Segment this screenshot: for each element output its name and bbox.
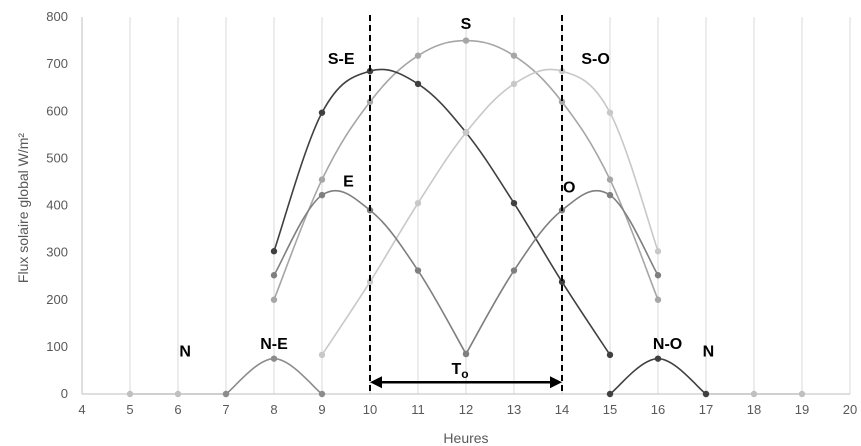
data-point-o: [462, 350, 470, 358]
vertical-gridlines: [81, 17, 851, 394]
data-point-s-e: [606, 351, 614, 359]
series-n-e: [222, 355, 326, 398]
y-tick-label: 0: [61, 386, 68, 401]
data-point-n-o: [702, 390, 710, 398]
x-tick-label: 5: [126, 402, 133, 417]
series-n: [126, 390, 806, 398]
x-tick-label: 11: [411, 402, 425, 417]
data-point-e: [270, 272, 278, 279]
x-tick-label: 13: [507, 402, 521, 417]
data-point-e: [414, 267, 422, 274]
data-point-n-e: [222, 390, 230, 398]
curve-label-s: S: [461, 16, 472, 33]
curve-label-n-o: N-O: [653, 336, 682, 353]
curve-label-n-e: N-E: [260, 336, 288, 353]
curve-label-n: N: [179, 343, 191, 360]
data-point-s-o: [318, 351, 326, 359]
data-point-s: [366, 98, 374, 106]
curve-label-e: E: [343, 174, 354, 191]
data-point-s: [654, 296, 662, 303]
data-point-n: [174, 390, 182, 398]
y-tick-label: 400: [46, 198, 68, 213]
data-point-s-e: [318, 109, 326, 116]
x-tick-label: 17: [699, 402, 713, 417]
data-point-s: [462, 37, 470, 44]
curve-label-s-e: S-E: [328, 51, 355, 68]
series-n-o: [606, 355, 710, 398]
data-point-e: [318, 191, 326, 199]
data-point-s-o: [606, 109, 614, 116]
data-point-n: [798, 390, 806, 398]
data-point-s-e: [510, 199, 518, 207]
data-point-n: [750, 390, 758, 398]
data-point-n: [126, 390, 134, 398]
data-point-s-e: [414, 80, 422, 88]
x-tick-label: 9: [318, 402, 325, 417]
data-point-n-o: [606, 390, 614, 398]
y-tick-label: 200: [46, 292, 68, 307]
x-tick-label: 20: [843, 402, 857, 417]
data-point-n-o: [654, 355, 662, 362]
data-point-s-o: [462, 129, 470, 136]
x-tick-label: 8: [270, 402, 277, 417]
curve-labels: S S-E S-O E O N N-E N-O N: [179, 16, 714, 361]
data-point-s: [270, 296, 278, 303]
x-tick-label: 15: [603, 402, 617, 417]
data-point-o: [606, 191, 614, 199]
curve-label-s-o: S-O: [581, 51, 609, 68]
x-tick-label: 12: [459, 402, 473, 417]
data-point-s: [558, 98, 566, 106]
x-tick-label: 16: [651, 402, 665, 417]
data-point-s: [606, 176, 614, 183]
x-tick-label: 6: [174, 402, 181, 417]
data-point-n-e: [270, 355, 278, 362]
y-tick-label: 800: [46, 9, 68, 24]
x-tick-label: 4: [78, 402, 85, 417]
x-tick-label: 18: [747, 402, 761, 417]
x-tick-label: 14: [555, 402, 569, 417]
x-tick-label: 10: [363, 402, 377, 417]
period-label: To: [451, 361, 468, 381]
series-s: [270, 37, 662, 303]
data-point-s: [318, 176, 326, 183]
y-tick-label: 300: [46, 245, 68, 260]
data-point-s: [510, 52, 518, 59]
arrow-head-right-icon: [550, 376, 562, 389]
data-point-o: [510, 267, 518, 274]
data-point-s-e: [558, 278, 566, 286]
data-point-o: [654, 272, 662, 279]
data-point-n-e: [318, 390, 326, 398]
y-tick-label: 700: [46, 56, 68, 71]
data-point-s-o: [558, 67, 566, 75]
data-point-s-o: [366, 278, 374, 286]
x-tick-label: 7: [222, 402, 229, 417]
data-point-s-o: [510, 80, 518, 88]
data-point-s-o: [654, 248, 662, 255]
curve-label-o: O: [563, 179, 575, 196]
curve-label-n: N: [703, 343, 715, 360]
x-axis-label: Heures: [443, 430, 488, 446]
reference-lines: To: [369, 15, 563, 394]
y-axis-label: Flux solaire global W/m²: [15, 133, 31, 283]
y-tick-label: 100: [46, 339, 68, 354]
y-tick-labels: 0 100 200 300 400 500 600 700 800: [46, 9, 68, 401]
x-tick-labels: 4 5 6 7 8 9 10 11 12 13 14 15 16 17 18 19 20: [78, 402, 857, 417]
data-point-s-o: [414, 199, 422, 207]
series-s-o: [318, 67, 662, 359]
x-tick-label: 19: [795, 402, 809, 417]
data-point-s-e: [270, 248, 278, 255]
data-point-s-e: [366, 67, 374, 75]
arrow-head-left-icon: [370, 376, 382, 389]
data-point-s: [414, 52, 422, 59]
series-s-e: [270, 67, 614, 359]
y-tick-label: 500: [46, 150, 68, 165]
y-tick-label: 600: [46, 103, 68, 118]
